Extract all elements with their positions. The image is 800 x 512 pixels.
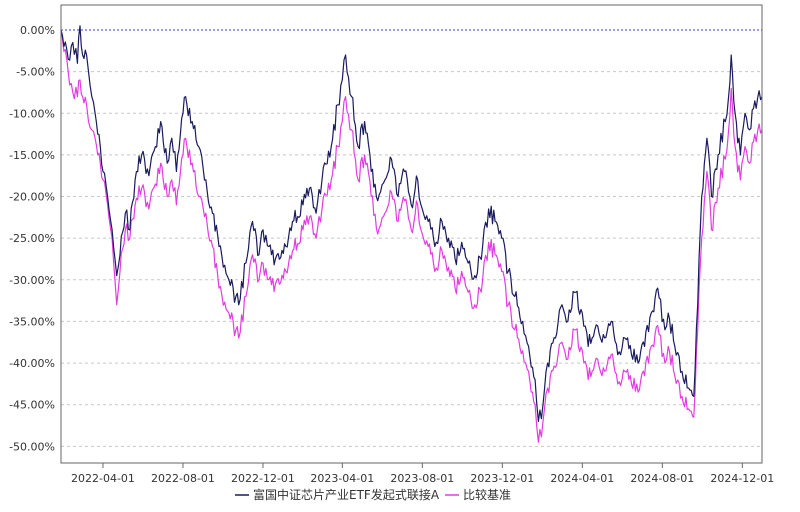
y-tick-label: -5.00% xyxy=(16,66,55,79)
series-line-2 xyxy=(60,29,763,443)
y-tick-label: -50.00% xyxy=(9,440,55,453)
x-tick-label: 2024-04-01 xyxy=(550,472,614,485)
plot-frame xyxy=(60,4,763,464)
x-tick-label: 2023-08-01 xyxy=(390,472,454,485)
y-tick-label: -30.00% xyxy=(9,274,55,287)
legend: 富国中证芯片产业ETF发起式联接A 比较基准 xyxy=(235,487,511,502)
legend-label-1: 富国中证芯片产业ETF发起式联接A xyxy=(253,487,440,502)
y-tick-label: 0.00% xyxy=(20,24,55,37)
x-tick-label: 2023-12-01 xyxy=(470,472,534,485)
y-tick-label: -35.00% xyxy=(9,315,55,328)
y-tick-label: -25.00% xyxy=(9,232,55,245)
y-tick-label: -20.00% xyxy=(9,191,55,204)
y-tick-label: -45.00% xyxy=(9,399,55,412)
y-tick-label: -10.00% xyxy=(9,107,55,120)
legend-label-2: 比较基准 xyxy=(463,487,511,502)
x-tick-label: 2024-08-01 xyxy=(630,472,694,485)
y-tick-label: -40.00% xyxy=(9,357,55,370)
x-tick-label: 2024-12-01 xyxy=(710,472,774,485)
y-axis-ticks: 0.00% -5.00% -10.00% -15.00% -20.00% -25.00% -… xyxy=(9,24,55,453)
x-tick-label: 2023-04-01 xyxy=(310,472,374,485)
y-tick-label: -15.00% xyxy=(9,149,55,162)
x-tick-label: 2022-08-01 xyxy=(151,472,215,485)
series-lines xyxy=(60,25,763,443)
grid-lines xyxy=(61,29,762,447)
series-line-1 xyxy=(60,25,763,422)
x-tick-label: 2022-04-01 xyxy=(71,472,135,485)
x-tick-label: 2022-12-01 xyxy=(231,472,295,485)
x-axis-ticks: 2022-04-01 2022-08-01 2022-12-01 2023-04-01… xyxy=(71,463,774,485)
